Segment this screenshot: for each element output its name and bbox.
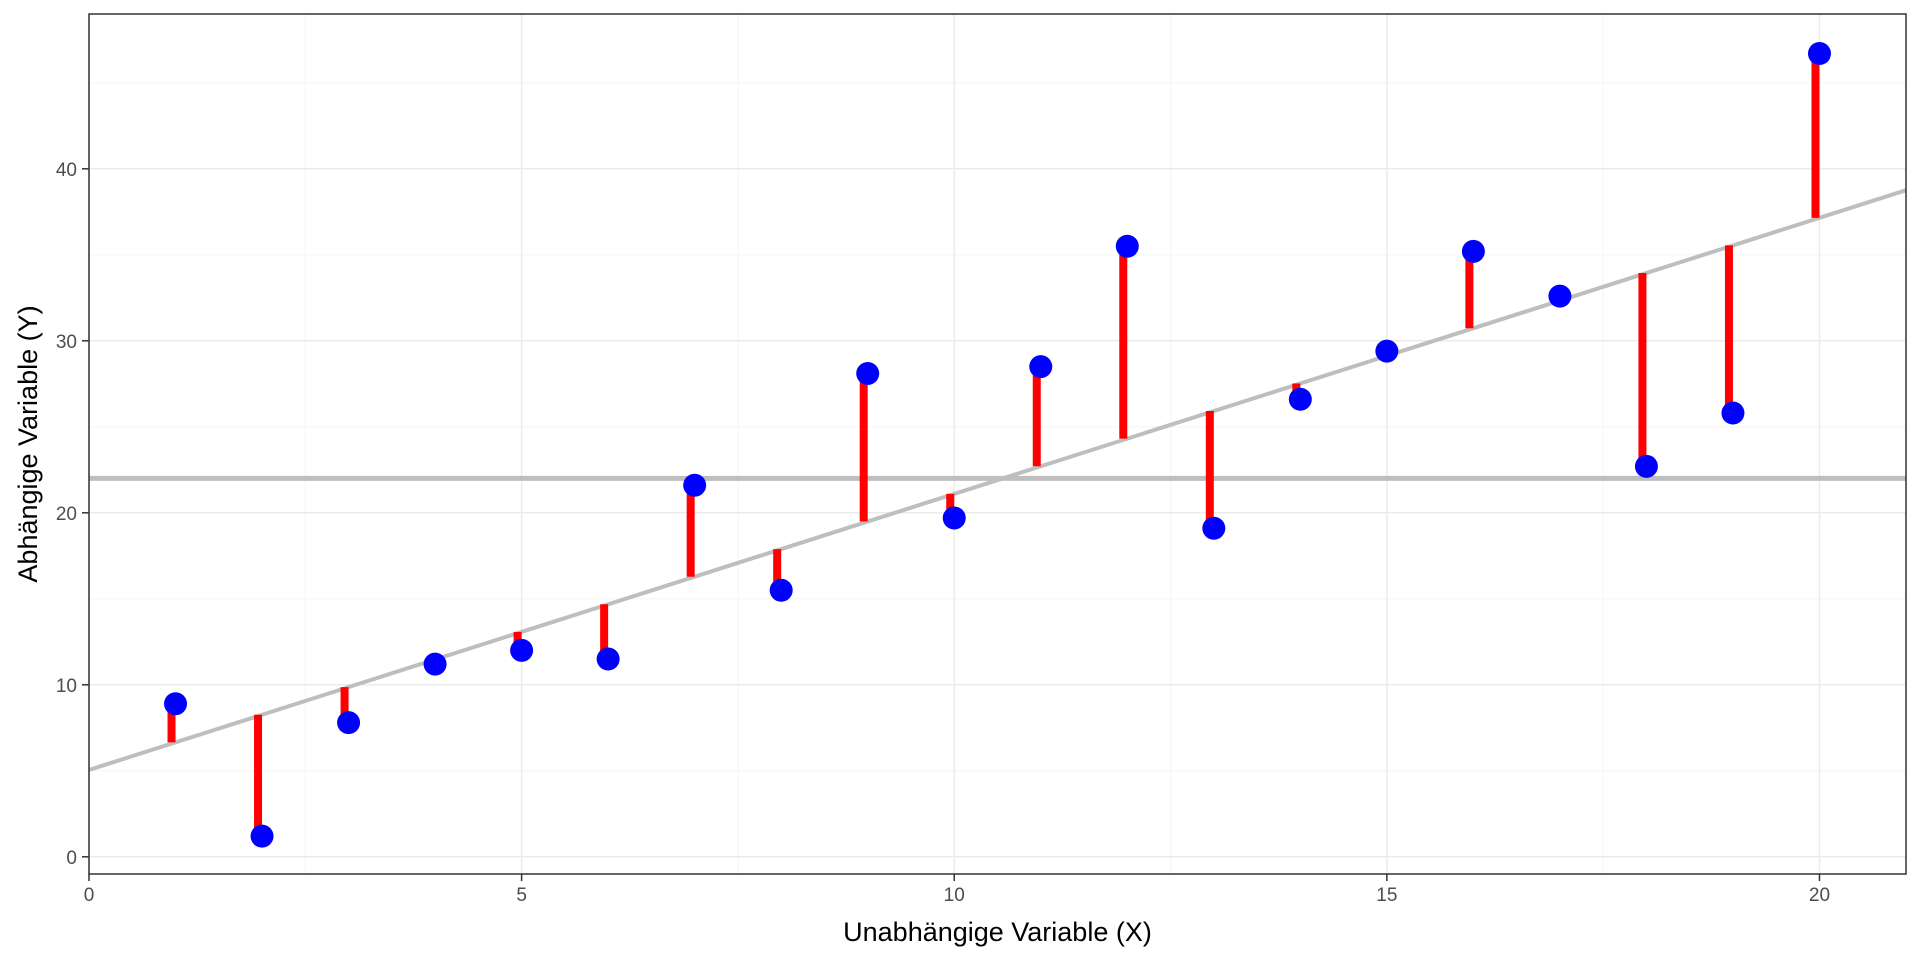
data-point [510,638,534,662]
data-point [1548,284,1572,308]
regression-line [89,188,1906,772]
y-tick-label: 40 [56,160,77,181]
data-point [1461,239,1485,263]
data-point [1202,516,1226,540]
y-axis-title: Abhängige Variable (Y) [13,305,43,582]
data-point [1807,42,1831,66]
data-point [250,824,274,848]
data-point [1375,339,1399,363]
x-tick-label: 5 [516,885,527,906]
panel-border [88,13,1907,875]
x-tick-label: 15 [1376,885,1397,906]
x-axis-title: Unabhängige Variable (X) [843,917,1152,947]
data-point [769,578,793,602]
data-point [596,647,620,671]
plot-panel-background [89,14,1906,874]
data-point [856,361,880,385]
axes-layer: 0 5 10 15 20 0 10 20 30 40 [56,13,1907,906]
data-point [1115,234,1139,258]
y-tick-label: 10 [56,676,77,697]
data-point [942,506,966,530]
data-point [1721,401,1745,425]
x-tick-label: 0 [84,885,95,906]
points-layer [164,42,1831,848]
data-point [1634,454,1658,478]
y-tick-label: 20 [56,504,77,525]
data-point [423,652,447,676]
data-point [164,692,188,716]
y-tick-label: 30 [56,332,77,353]
data-point [337,711,361,735]
y-tick-label: 0 [66,848,77,869]
data-point [1029,355,1053,379]
x-tick-label: 20 [1809,885,1830,906]
data-point [1288,387,1312,411]
x-tick-label: 10 [944,885,965,906]
data-point [683,473,707,497]
lines-layer [89,188,1906,772]
grid-layer [88,14,1906,874]
